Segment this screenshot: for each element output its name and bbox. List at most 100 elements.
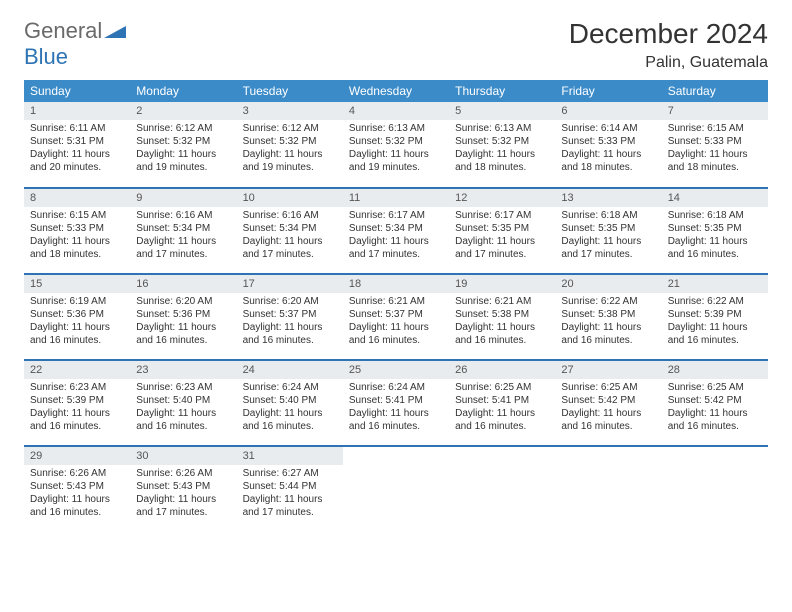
day-content: Sunrise: 6:26 AMSunset: 5:43 PMDaylight:… — [24, 465, 130, 523]
sunrise-line: Sunrise: 6:24 AM — [243, 381, 337, 394]
sunset-line: Sunset: 5:41 PM — [349, 394, 443, 407]
calendar-cell — [449, 446, 555, 532]
daylight-line: Daylight: 11 hours and 19 minutes. — [243, 148, 337, 174]
day-number: 24 — [237, 361, 343, 379]
logo: General Blue — [24, 18, 126, 70]
sunrise-line: Sunrise: 6:13 AM — [349, 122, 443, 135]
sunset-line: Sunset: 5:36 PM — [30, 308, 124, 321]
sunset-line: Sunset: 5:39 PM — [668, 308, 762, 321]
daylight-line: Daylight: 11 hours and 16 minutes. — [668, 407, 762, 433]
day-content: Sunrise: 6:14 AMSunset: 5:33 PMDaylight:… — [555, 120, 661, 178]
day-content: Sunrise: 6:20 AMSunset: 5:37 PMDaylight:… — [237, 293, 343, 351]
calendar-cell: 1Sunrise: 6:11 AMSunset: 5:31 PMDaylight… — [24, 102, 130, 188]
sunrise-line: Sunrise: 6:16 AM — [243, 209, 337, 222]
day-number: 14 — [662, 189, 768, 207]
day-number: 16 — [130, 275, 236, 293]
daylight-line: Daylight: 11 hours and 17 minutes. — [349, 235, 443, 261]
day-content: Sunrise: 6:27 AMSunset: 5:44 PMDaylight:… — [237, 465, 343, 523]
calendar-table: Sunday Monday Tuesday Wednesday Thursday… — [24, 80, 768, 532]
calendar-cell: 25Sunrise: 6:24 AMSunset: 5:41 PMDayligh… — [343, 360, 449, 446]
daylight-line: Daylight: 11 hours and 18 minutes. — [561, 148, 655, 174]
calendar-row: 15Sunrise: 6:19 AMSunset: 5:36 PMDayligh… — [24, 274, 768, 360]
sunset-line: Sunset: 5:40 PM — [136, 394, 230, 407]
day-number: 25 — [343, 361, 449, 379]
daylight-line: Daylight: 11 hours and 16 minutes. — [243, 321, 337, 347]
daylight-line: Daylight: 11 hours and 16 minutes. — [349, 407, 443, 433]
day-number: 12 — [449, 189, 555, 207]
sunrise-line: Sunrise: 6:20 AM — [136, 295, 230, 308]
daylight-line: Daylight: 11 hours and 17 minutes. — [136, 235, 230, 261]
day-content: Sunrise: 6:13 AMSunset: 5:32 PMDaylight:… — [449, 120, 555, 178]
daylight-line: Daylight: 11 hours and 17 minutes. — [561, 235, 655, 261]
day-number: 20 — [555, 275, 661, 293]
sunset-line: Sunset: 5:43 PM — [30, 480, 124, 493]
daylight-line: Daylight: 11 hours and 16 minutes. — [30, 493, 124, 519]
day-header: Tuesday — [237, 80, 343, 102]
sunset-line: Sunset: 5:40 PM — [243, 394, 337, 407]
calendar-cell: 17Sunrise: 6:20 AMSunset: 5:37 PMDayligh… — [237, 274, 343, 360]
daylight-line: Daylight: 11 hours and 19 minutes. — [349, 148, 443, 174]
day-content: Sunrise: 6:25 AMSunset: 5:41 PMDaylight:… — [449, 379, 555, 437]
day-header: Friday — [555, 80, 661, 102]
daylight-line: Daylight: 11 hours and 17 minutes. — [455, 235, 549, 261]
sunrise-line: Sunrise: 6:17 AM — [455, 209, 549, 222]
calendar-cell: 23Sunrise: 6:23 AMSunset: 5:40 PMDayligh… — [130, 360, 236, 446]
calendar-cell: 13Sunrise: 6:18 AMSunset: 5:35 PMDayligh… — [555, 188, 661, 274]
day-content: Sunrise: 6:26 AMSunset: 5:43 PMDaylight:… — [130, 465, 236, 523]
day-content: Sunrise: 6:24 AMSunset: 5:41 PMDaylight:… — [343, 379, 449, 437]
calendar-cell: 20Sunrise: 6:22 AMSunset: 5:38 PMDayligh… — [555, 274, 661, 360]
sunset-line: Sunset: 5:39 PM — [30, 394, 124, 407]
sunrise-line: Sunrise: 6:24 AM — [349, 381, 443, 394]
sunset-line: Sunset: 5:32 PM — [455, 135, 549, 148]
day-content: Sunrise: 6:11 AMSunset: 5:31 PMDaylight:… — [24, 120, 130, 178]
calendar-cell: 16Sunrise: 6:20 AMSunset: 5:36 PMDayligh… — [130, 274, 236, 360]
sunset-line: Sunset: 5:35 PM — [668, 222, 762, 235]
logo-word1: General — [24, 18, 102, 43]
day-content: Sunrise: 6:15 AMSunset: 5:33 PMDaylight:… — [24, 207, 130, 265]
day-number: 1 — [24, 102, 130, 120]
sunset-line: Sunset: 5:38 PM — [561, 308, 655, 321]
sunrise-line: Sunrise: 6:17 AM — [349, 209, 443, 222]
calendar-cell: 24Sunrise: 6:24 AMSunset: 5:40 PMDayligh… — [237, 360, 343, 446]
sunrise-line: Sunrise: 6:26 AM — [30, 467, 124, 480]
day-content: Sunrise: 6:15 AMSunset: 5:33 PMDaylight:… — [662, 120, 768, 178]
daylight-line: Daylight: 11 hours and 17 minutes. — [243, 235, 337, 261]
day-content: Sunrise: 6:21 AMSunset: 5:37 PMDaylight:… — [343, 293, 449, 351]
daylight-line: Daylight: 11 hours and 16 minutes. — [668, 321, 762, 347]
sunrise-line: Sunrise: 6:22 AM — [668, 295, 762, 308]
day-content: Sunrise: 6:25 AMSunset: 5:42 PMDaylight:… — [662, 379, 768, 437]
sunset-line: Sunset: 5:41 PM — [455, 394, 549, 407]
day-content: Sunrise: 6:23 AMSunset: 5:40 PMDaylight:… — [130, 379, 236, 437]
daylight-line: Daylight: 11 hours and 17 minutes. — [243, 493, 337, 519]
day-content: Sunrise: 6:25 AMSunset: 5:42 PMDaylight:… — [555, 379, 661, 437]
day-header: Saturday — [662, 80, 768, 102]
calendar-row: 22Sunrise: 6:23 AMSunset: 5:39 PMDayligh… — [24, 360, 768, 446]
sunset-line: Sunset: 5:34 PM — [136, 222, 230, 235]
day-content: Sunrise: 6:18 AMSunset: 5:35 PMDaylight:… — [662, 207, 768, 265]
day-content: Sunrise: 6:16 AMSunset: 5:34 PMDaylight:… — [130, 207, 236, 265]
title-block: December 2024 Palin, Guatemala — [569, 18, 768, 72]
sunrise-line: Sunrise: 6:27 AM — [243, 467, 337, 480]
day-content: Sunrise: 6:19 AMSunset: 5:36 PMDaylight:… — [24, 293, 130, 351]
sunrise-line: Sunrise: 6:21 AM — [455, 295, 549, 308]
day-content: Sunrise: 6:22 AMSunset: 5:38 PMDaylight:… — [555, 293, 661, 351]
day-content: Sunrise: 6:20 AMSunset: 5:36 PMDaylight:… — [130, 293, 236, 351]
daylight-line: Daylight: 11 hours and 16 minutes. — [136, 407, 230, 433]
daylight-line: Daylight: 11 hours and 18 minutes. — [668, 148, 762, 174]
day-number: 29 — [24, 447, 130, 465]
calendar-cell: 14Sunrise: 6:18 AMSunset: 5:35 PMDayligh… — [662, 188, 768, 274]
sunset-line: Sunset: 5:32 PM — [136, 135, 230, 148]
sunrise-line: Sunrise: 6:23 AM — [30, 381, 124, 394]
sunset-line: Sunset: 5:37 PM — [349, 308, 443, 321]
calendar-cell: 11Sunrise: 6:17 AMSunset: 5:34 PMDayligh… — [343, 188, 449, 274]
calendar-body: 1Sunrise: 6:11 AMSunset: 5:31 PMDaylight… — [24, 102, 768, 532]
day-number: 2 — [130, 102, 236, 120]
calendar-cell: 12Sunrise: 6:17 AMSunset: 5:35 PMDayligh… — [449, 188, 555, 274]
calendar-cell: 19Sunrise: 6:21 AMSunset: 5:38 PMDayligh… — [449, 274, 555, 360]
calendar-cell: 28Sunrise: 6:25 AMSunset: 5:42 PMDayligh… — [662, 360, 768, 446]
logo-word2: Blue — [24, 44, 68, 69]
day-number: 19 — [449, 275, 555, 293]
sunrise-line: Sunrise: 6:20 AM — [243, 295, 337, 308]
daylight-line: Daylight: 11 hours and 19 minutes. — [136, 148, 230, 174]
day-number: 28 — [662, 361, 768, 379]
